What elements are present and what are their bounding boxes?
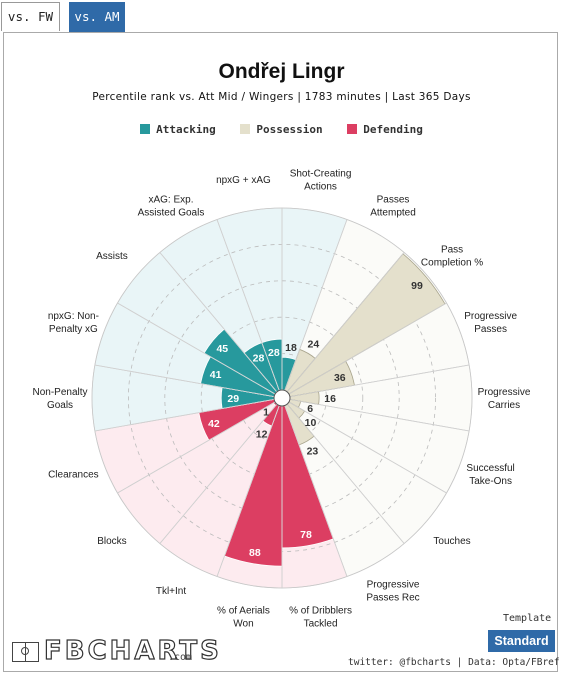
param-label-npxg-xag: npxG + xAG — [216, 175, 271, 186]
legend-label-attacking: Attacking — [156, 123, 216, 136]
value-label-shot-creating-actions: 18 — [285, 342, 297, 354]
tab-vs-am[interactable]: vs. AM — [69, 2, 125, 32]
spoke-line — [159, 403, 278, 544]
value-label-touches: 10 — [305, 417, 317, 429]
spoke-line — [288, 302, 447, 395]
value-label-npxg-xag: 28 — [268, 347, 280, 359]
spoke-line — [289, 364, 470, 398]
param-label-successful-take-ons: Successful Take-Ons — [466, 463, 514, 487]
param-label-touches: Touches — [433, 536, 470, 547]
spoke-line — [286, 403, 405, 544]
template-label: Template — [503, 613, 552, 624]
param-label-passes-attempted: Passes Attempted — [370, 195, 416, 219]
value-label-progressive-carries: 16 — [324, 393, 336, 405]
legend-label-possession: Possession — [256, 123, 323, 136]
pitch-icon — [12, 642, 39, 662]
value-label-tkl-int: 12 — [256, 428, 268, 440]
param-label-progressive-carries: Progressive Carries — [478, 387, 531, 411]
param-label-non-penalty-goals: Non-Penalty Goals — [32, 387, 87, 411]
param-label-of-dribblers-tackled: % of Dribblers Tackled — [289, 606, 352, 630]
value-label-passes-attempted: 24 — [307, 339, 319, 351]
spoke-line — [216, 219, 280, 391]
spoke-line — [286, 252, 405, 393]
param-label-clearances: Clearances — [48, 469, 99, 480]
legend-label-defending: Defending — [363, 123, 423, 136]
value-label-successful-take-ons: 6 — [307, 403, 313, 415]
spoke-line — [289, 398, 470, 432]
legend-item-attacking: Attacking — [140, 123, 216, 136]
legend-item-defending: Defending — [347, 123, 423, 136]
legend-swatch-attacking — [140, 124, 151, 134]
value-label-pass-completion: 99 — [411, 280, 423, 292]
legend-swatch-defending — [347, 124, 358, 134]
value-label-xag-exp-assisted-goals: 28 — [253, 352, 265, 364]
tab-bar: vs. FW vs. AM — [0, 0, 563, 33]
logo-text: FBCHARTS — [43, 635, 222, 666]
spoke-line — [216, 405, 280, 577]
spoke-line — [284, 405, 348, 577]
param-label-progressive-passes-rec: Progressive Passes Rec — [366, 579, 420, 603]
value-label-progressive-passes-rec: 23 — [307, 446, 319, 458]
value-label-assists: 45 — [216, 343, 228, 355]
value-label-of-aerials-won: 88 — [249, 547, 261, 559]
tab-vs-fw[interactable]: vs. FW — [1, 2, 60, 31]
spoke-line — [94, 364, 275, 398]
percentile-pizza-chart: 18 24 99 36 16 6 10 23 78 88 12 1 42 29 41 45 28 28 Shot-… — [32, 168, 531, 630]
spoke-line — [117, 302, 276, 395]
spoke-line — [288, 401, 447, 494]
spoke-line — [284, 219, 348, 391]
param-label-npxg-non-penalty-xg: npxG: Non-Penalty xG — [48, 311, 99, 335]
value-label-progressive-passes: 36 — [334, 372, 346, 384]
chart-panel — [3, 32, 558, 672]
param-label-xag-exp-assisted-goals: xAG: Exp. Assisted Goals — [138, 195, 205, 219]
param-label-tkl-int: Tkl+Int — [156, 586, 187, 597]
legend: Attacking Possession Defending — [0, 123, 563, 136]
center-hub — [273, 389, 291, 407]
param-label-blocks: Blocks — [97, 536, 126, 547]
param-label-progressive-passes: Progressive Passes — [464, 311, 517, 335]
param-label-of-aerials-won: % of Aerials Won — [217, 606, 270, 630]
template-standard-button[interactable]: Standard — [488, 630, 555, 652]
spoke-line — [117, 401, 276, 494]
logo-suffix: .com — [168, 652, 193, 663]
value-label-of-dribblers-tackled: 78 — [300, 529, 312, 541]
spoke-line — [159, 252, 278, 393]
grid-ring — [200, 316, 364, 480]
value-label-npxg-non-penalty-xg: 41 — [210, 369, 222, 381]
player-name-title: Ondřej Lingr — [218, 60, 345, 83]
chart-subtitle: Percentile rank vs. Att Mid / Wingers | … — [92, 91, 471, 103]
param-label-assists: Assists — [96, 251, 128, 262]
data-credit: twitter: @fbcharts | Data: Opta/FBref — [348, 657, 560, 668]
value-label-blocks: 1 — [263, 406, 269, 418]
spoke-line — [94, 398, 275, 432]
legend-swatch-possession — [240, 124, 251, 134]
value-label-non-penalty-goals: 29 — [227, 393, 239, 405]
legend-item-possession: Possession — [240, 123, 323, 136]
param-label-pass-completion: Pass Completion % — [421, 244, 483, 268]
param-label-shot-creating-actions: Shot-Creating Actions — [290, 168, 352, 192]
value-label-clearances: 42 — [208, 418, 220, 430]
